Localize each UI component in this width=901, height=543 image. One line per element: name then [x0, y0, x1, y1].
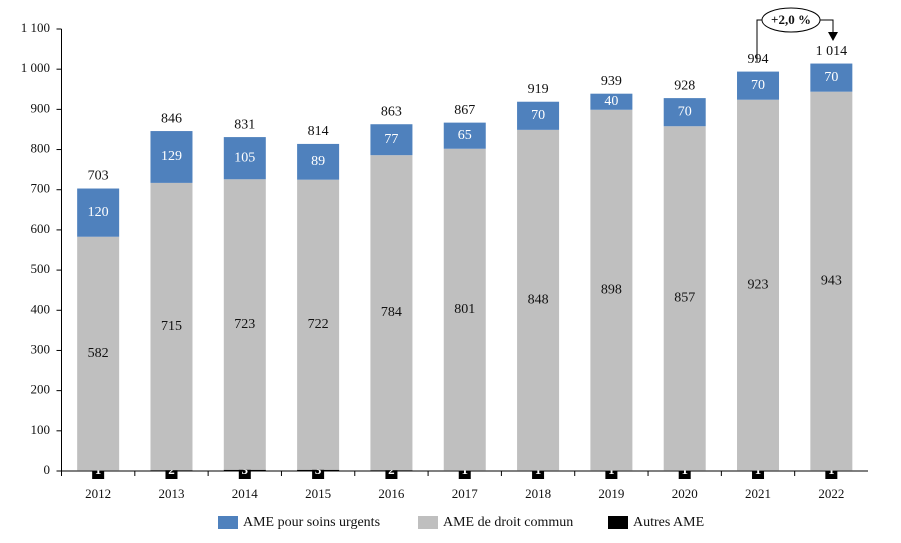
bar-segment [517, 129, 560, 471]
x-tick-label: 2018 [525, 486, 551, 501]
x-tick-label: 2019 [598, 486, 624, 501]
value-label: 105 [234, 150, 255, 165]
legend-swatch [218, 516, 238, 529]
y-tick-label: 1 100 [21, 20, 50, 35]
bar-segment [77, 236, 120, 471]
bar-segment [663, 98, 706, 127]
value-label: 723 [234, 317, 255, 332]
bar-segment [297, 179, 340, 470]
value-label: 943 [821, 273, 842, 288]
value-label: 715 [161, 319, 182, 334]
y-tick-label: 600 [31, 221, 51, 236]
value-label: 40 [604, 94, 618, 109]
y-tick-label: 400 [31, 301, 51, 316]
value-label: 120 [88, 205, 109, 220]
value-label: 70 [824, 70, 838, 85]
bar-segment [150, 182, 193, 471]
y-tick-label: 500 [31, 261, 51, 276]
annotation-line [820, 19, 834, 34]
value-label: 857 [674, 291, 695, 306]
value-label: 923 [748, 277, 769, 292]
value-label: 89 [311, 154, 325, 169]
bar-segment [150, 131, 193, 183]
bar-segment [223, 137, 266, 180]
value-label: 722 [308, 317, 329, 332]
total-label: 831 [234, 117, 255, 132]
bar-segment [297, 143, 340, 180]
bar-segment [810, 91, 853, 471]
total-label: 703 [88, 169, 109, 184]
x-tick-label: 2017 [452, 486, 479, 501]
annotation-arrow [828, 32, 838, 41]
y-tick-label: 100 [31, 422, 51, 437]
total-label: 846 [161, 111, 182, 126]
value-label: 801 [454, 302, 475, 317]
bar-segment [443, 148, 486, 471]
value-label: 784 [381, 305, 402, 320]
total-label: 939 [601, 74, 622, 89]
y-tick-label: 1 000 [21, 60, 50, 75]
bar-segment [77, 188, 120, 237]
value-label: 65 [458, 128, 472, 143]
bar-segment [370, 155, 413, 471]
annotation-ellipse [761, 7, 821, 33]
total-label: 814 [308, 124, 329, 139]
total-label: 863 [381, 104, 402, 119]
total-label: 1 014 [816, 44, 848, 59]
bar-segment [443, 122, 486, 149]
bar-segment [810, 63, 853, 92]
bar-segment [590, 93, 633, 110]
total-label: 919 [528, 82, 549, 97]
total-label: 867 [454, 103, 475, 118]
value-label: 70 [531, 108, 545, 123]
value-label: 848 [528, 292, 549, 307]
bar-segment [370, 124, 413, 156]
legend-label: Autres AME [633, 515, 704, 530]
value-label: 582 [88, 346, 109, 361]
x-tick-label: 2015 [305, 486, 331, 501]
y-tick-label: 800 [31, 141, 51, 156]
bar-segment [517, 101, 560, 130]
bar-segment [590, 109, 633, 471]
annotation-line [756, 19, 762, 62]
y-tick-label: 300 [31, 341, 51, 356]
x-tick-label: 2020 [672, 486, 698, 501]
bar-segment [737, 99, 780, 471]
y-tick-label: 700 [31, 181, 51, 196]
legend-swatch [418, 516, 438, 529]
y-tick-label: 0 [44, 462, 51, 477]
legend-label: AME de droit commun [443, 515, 573, 530]
annotation: +2,0 % [756, 7, 838, 62]
value-label: 77 [384, 132, 398, 147]
y-tick-label: 900 [31, 100, 51, 115]
total-label: 928 [674, 78, 695, 93]
value-label: 70 [678, 104, 692, 119]
total-label: 994 [748, 52, 769, 67]
y-tick-label: 200 [31, 382, 51, 397]
x-tick-label: 2014 [232, 486, 259, 501]
legend-label: AME pour soins urgents [243, 515, 380, 530]
x-tick-label: 2016 [378, 486, 405, 501]
legend-swatch [608, 516, 628, 529]
bar-segment [663, 126, 706, 471]
x-tick-label: 2021 [745, 486, 771, 501]
x-tick-label: 2022 [818, 486, 844, 501]
value-label: 898 [601, 282, 622, 297]
bar-segment [737, 71, 780, 100]
bar-segment [223, 179, 266, 470]
annotation-text: +2,0 % [771, 12, 811, 27]
value-label: 129 [161, 149, 182, 164]
x-tick-label: 2012 [85, 486, 111, 501]
x-tick-label: 2013 [158, 486, 184, 501]
value-label: 70 [751, 78, 765, 93]
